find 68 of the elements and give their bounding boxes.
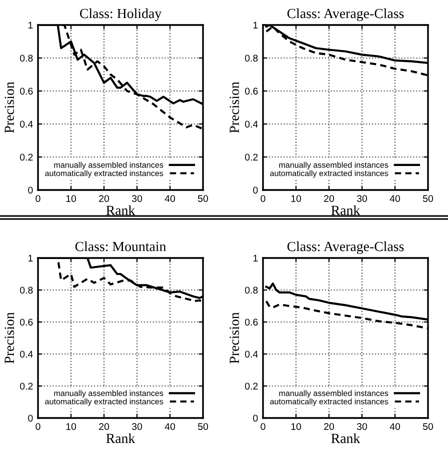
y-tick-label: 0 — [28, 186, 33, 194]
y-tick-label: 0.2 — [245, 382, 258, 390]
legend-label: automatically extracted instances — [45, 398, 164, 406]
x-tick-label: 40 — [390, 195, 400, 202]
x-tick-label: 10 — [291, 195, 302, 202]
y-tick-label: 0 — [253, 414, 258, 422]
chart-title: Class: Holiday — [80, 8, 162, 22]
x-axis-title: Rank — [106, 433, 136, 444]
y-tick-label: 0.4 — [245, 120, 258, 128]
y-tick-label: 0.2 — [20, 382, 33, 390]
x-tick-label: 20 — [99, 423, 110, 430]
y-tick-label: 0.6 — [20, 88, 33, 95]
y-tick-label: 0.8 — [20, 286, 33, 294]
y-tick-label: 0.4 — [245, 350, 258, 358]
y-tick-label: 1 — [253, 254, 258, 262]
y-axis-title: Precision — [230, 312, 240, 364]
y-tick-label: 0 — [28, 414, 33, 422]
y-tick-label: 1 — [28, 22, 33, 29]
x-tick-label: 40 — [164, 423, 176, 430]
y-tick-label: 0.4 — [20, 120, 33, 128]
y-tick-label: 0.8 — [245, 286, 258, 294]
x-tick-label: 50 — [422, 195, 434, 202]
y-axis-title: Precision — [4, 82, 14, 133]
y-tick-label: 0.8 — [245, 54, 258, 62]
y-tick-label: 0.6 — [245, 318, 258, 326]
x-tick-label: 30 — [356, 195, 368, 202]
x-tick-label: 50 — [422, 423, 434, 430]
x-tick-label: 50 — [198, 423, 208, 430]
y-tick-label: 0.8 — [20, 54, 33, 62]
legend-label: manually assembled instances — [54, 162, 164, 170]
x-tick-label: 10 — [66, 423, 76, 430]
x-tick-label: 0 — [36, 195, 40, 202]
y-tick-label: 0.6 — [245, 88, 258, 95]
x-tick-label: 30 — [132, 423, 142, 430]
x-axis-title: Rank — [106, 205, 136, 216]
y-tick-label: 0.6 — [20, 318, 33, 326]
x-tick-label: 40 — [164, 195, 176, 202]
chart-title: Class: Average-Class — [287, 241, 404, 254]
x-tick-label: 0 — [36, 423, 40, 430]
legend-label: automatically extracted instances — [270, 170, 388, 178]
x-tick-label: 20 — [324, 423, 334, 430]
x-tick-label: 30 — [356, 423, 368, 430]
chart-title: Class: Average-Class — [287, 8, 404, 22]
y-tick-label: 1 — [253, 22, 258, 29]
legend-label: manually assembled instances — [279, 390, 388, 398]
x-tick-label: 20 — [99, 195, 110, 202]
x-tick-label: 20 — [324, 195, 334, 202]
x-tick-label: 10 — [291, 423, 302, 430]
y-tick-label: 1 — [28, 254, 33, 262]
legend-label: automatically extracted instances — [270, 398, 388, 406]
y-axis-title: Precision — [230, 82, 240, 133]
x-tick-label: 30 — [132, 195, 142, 202]
x-axis-title: Rank — [331, 205, 360, 216]
y-tick-label: 0.2 — [245, 154, 258, 161]
x-axis-title: Rank — [331, 433, 360, 444]
y-axis-title: Precision — [4, 312, 14, 364]
y-tick-label: 0.2 — [20, 154, 33, 161]
y-tick-label: 0.4 — [20, 350, 33, 358]
legend-label: manually assembled instances — [54, 390, 164, 398]
x-tick-label: 0 — [260, 195, 266, 202]
legend-label: automatically extracted instances — [45, 170, 164, 178]
x-tick-label: 10 — [66, 195, 76, 202]
chart-title: Class: Mountain — [75, 241, 166, 252]
x-tick-label: 40 — [390, 423, 400, 430]
legend-label: manually assembled instances — [279, 162, 388, 170]
x-tick-label: 50 — [198, 195, 208, 202]
x-tick-label: 0 — [260, 423, 266, 430]
y-tick-label: 0 — [253, 186, 258, 194]
